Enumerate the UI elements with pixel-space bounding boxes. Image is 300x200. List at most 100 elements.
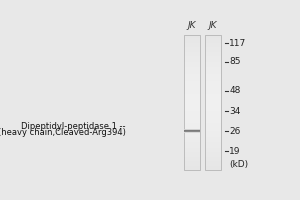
Bar [205,62,221,63]
Bar [184,110,200,111]
Bar [205,164,221,165]
Text: 26: 26 [229,127,241,136]
Bar [205,148,221,150]
Bar [184,159,200,160]
Bar [184,118,200,119]
Bar [205,120,221,121]
Bar [184,55,200,56]
Bar [184,115,200,116]
Bar [205,137,221,138]
Bar [184,101,200,103]
Bar [205,45,221,47]
Bar [205,122,221,123]
Bar [205,49,221,50]
Bar [184,157,200,158]
Text: Dipeptidyl-peptidase 1 --: Dipeptidyl-peptidase 1 -- [21,122,126,131]
Bar [184,139,200,140]
Bar [184,119,200,120]
Bar [184,84,200,85]
Bar [184,121,200,122]
Bar [184,36,200,37]
Bar [184,79,200,80]
Bar [205,43,221,44]
Bar [184,68,200,69]
Bar [184,127,200,128]
Bar [184,58,200,59]
Bar [205,55,221,56]
Bar [205,86,221,87]
Bar [184,168,200,169]
Bar [205,139,221,140]
Bar [184,135,200,136]
Bar [205,55,221,56]
Bar [184,42,200,43]
Bar [184,99,200,100]
Bar [205,42,221,43]
Bar [205,116,221,117]
Bar [184,63,200,64]
Text: 19: 19 [229,147,241,156]
Bar [184,122,200,123]
Bar [184,75,200,76]
Bar [184,45,200,47]
Bar [184,137,200,138]
Bar [184,74,200,75]
Bar [184,95,200,96]
Bar [184,166,200,167]
Bar [184,148,200,149]
Bar [205,161,221,162]
Bar [184,136,200,137]
Bar [184,64,200,65]
Bar [205,114,221,115]
Bar [205,91,221,92]
Bar [205,141,221,142]
Text: 34: 34 [229,107,241,116]
Bar [205,77,221,78]
Bar [205,112,221,113]
Bar [184,105,200,106]
Bar [205,66,221,67]
Bar [205,95,221,96]
Bar [184,38,200,39]
Bar [184,130,200,131]
Bar [184,112,200,113]
Bar [184,92,200,94]
Bar [184,73,200,75]
Bar [205,125,221,126]
Bar [184,47,200,48]
Bar [184,131,200,132]
Bar [184,144,200,145]
Bar [205,39,221,40]
Bar [205,101,221,103]
Bar [205,76,221,77]
Bar [184,73,200,74]
Bar [184,162,200,163]
Bar [205,155,221,156]
Bar [184,124,200,125]
Bar [184,126,200,127]
Bar [205,36,221,37]
Bar [184,77,200,78]
Bar [184,125,200,126]
Bar [205,139,221,140]
Bar [205,74,221,75]
Bar [184,158,200,159]
Bar [184,76,200,77]
Bar [205,129,221,130]
Bar [205,150,221,151]
Bar [184,54,200,55]
Bar [205,147,221,148]
Bar [184,96,200,97]
Bar [205,156,221,157]
Bar [184,59,200,60]
Bar [184,108,200,109]
Bar [205,118,221,119]
Bar [184,93,200,94]
Bar [184,82,200,83]
Bar [184,150,200,151]
Bar [205,50,221,51]
Bar [205,35,221,36]
Bar [184,147,200,148]
Bar [184,88,200,89]
Bar [205,58,221,59]
